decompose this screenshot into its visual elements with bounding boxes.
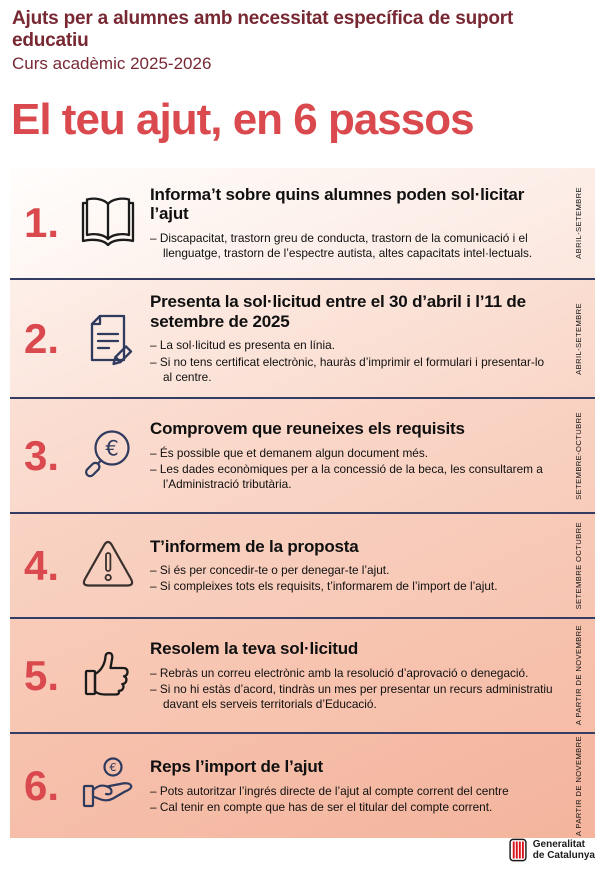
document-header: Ajuts per a alumnes amb necessitat espec… bbox=[12, 8, 517, 74]
logo-line-2: de Catalunya bbox=[532, 850, 595, 861]
timeline-label: A PARTIR DE NOVEMBRE bbox=[573, 625, 583, 726]
step-number: 2. bbox=[24, 314, 60, 362]
step-title: Informa’t sobre quins alumnes poden sol·… bbox=[150, 184, 525, 224]
step-row-6: 6. € Reps l’import de l’ajut – Pots auto… bbox=[10, 732, 595, 838]
step-row-4: 4. T’informem de la proposta – Si és per… bbox=[10, 512, 595, 617]
warning-triangle-icon bbox=[66, 534, 150, 598]
open-book-icon bbox=[66, 191, 150, 255]
generalitat-logo: Generalitat de Catalunya bbox=[509, 838, 595, 862]
main-title: El teu ajut, en 6 passos bbox=[11, 95, 475, 144]
step-bullet: – Si compleixes tots els requisits, t’in… bbox=[150, 579, 498, 594]
step-bullet: – La sol·licitud es presenta en línia. bbox=[150, 338, 335, 353]
hand-euro-icon: € bbox=[66, 754, 150, 818]
timeline-label: SETEMBRE-OCTUBRE bbox=[573, 411, 583, 500]
timeline-label: SETEMBRE OCTUBRE bbox=[573, 521, 583, 610]
timeline-column: SETEMBRE-OCTUBRE bbox=[561, 399, 595, 512]
step-text: Informa’t sobre quins alumnes poden sol·… bbox=[150, 185, 561, 261]
step-row-2: 2. Presenta la sol·licitud entre el 30 d… bbox=[10, 278, 595, 397]
step-number: 3. bbox=[24, 431, 60, 479]
logo-line-1: Generalitat bbox=[532, 838, 585, 850]
step-bullet: – Discapacitat, trastorn greu de conduct… bbox=[150, 230, 533, 261]
thumbs-up-icon bbox=[66, 644, 150, 708]
step-bullet: – Rebràs un correu electrònic amb la res… bbox=[150, 665, 529, 680]
step-bullet: – És possible que et demanem algun docum… bbox=[150, 445, 429, 460]
step-bullet: – Cal tenir en compte que has de ser el … bbox=[150, 799, 493, 814]
step-row-5: 5. Resolem la teva sol·licitud – Rebràs … bbox=[10, 617, 595, 732]
timeline-column: SETEMBRE OCTUBRE bbox=[561, 514, 595, 617]
step-text: Resolem la teva sol·licitud – Rebràs un … bbox=[150, 639, 561, 712]
step-title: T’informem de la proposta bbox=[150, 536, 359, 556]
step-bullet: – Les dades econòmiques per a la concess… bbox=[150, 461, 543, 491]
step-number: 4. bbox=[24, 541, 60, 589]
timeline-column: A PARTIR DE NOVEMBRE bbox=[561, 619, 595, 732]
timeline-label: A PARTIR DE NOVEMBRE bbox=[573, 735, 583, 837]
svg-text:€: € bbox=[110, 761, 117, 774]
magnifier-euro-icon: € bbox=[66, 424, 150, 488]
step-text: Presenta la sol·licitud entre el 30 d’ab… bbox=[150, 292, 561, 384]
step-number: 1. bbox=[24, 199, 60, 246]
document-pencil-icon bbox=[66, 307, 150, 371]
step-title: Resolem la teva sol·licitud bbox=[150, 639, 359, 659]
step-title: Comprovem que reuneixes els requisits bbox=[150, 419, 465, 439]
timeline-label: ABRIL-SETEMBRE bbox=[573, 187, 583, 259]
step-bullet: – Si no hi estàs d’acord, tindràs un mes… bbox=[150, 681, 553, 711]
step-row-3: 3. € Comprovem que reuneixes els requisi… bbox=[10, 397, 595, 512]
steps-list: 1. Informa’t sobre quins alumnes poden s… bbox=[10, 168, 595, 838]
senyera-shield-icon bbox=[509, 838, 527, 862]
step-bullet: – Pots autoritzar l’ingrés directe de l’… bbox=[150, 783, 509, 798]
academic-year-subtitle: Curs acadèmic 2025-2026 bbox=[12, 54, 212, 74]
step-title: Reps l’import de l’ajut bbox=[150, 757, 323, 777]
timeline-column: ABRIL-SETEMBRE bbox=[561, 168, 595, 278]
step-text: T’informem de la proposta – Si és per co… bbox=[150, 537, 561, 595]
step-number: 5. bbox=[24, 651, 60, 699]
step-text: Reps l’import de l’ajut – Pots autoritza… bbox=[150, 757, 561, 815]
timeline-column: ABRIL-SETEMBRE bbox=[561, 280, 595, 397]
step-number: 6. bbox=[24, 762, 60, 809]
timeline-label: ABRIL-SETEMBRE bbox=[573, 302, 583, 375]
timeline-column: A PARTIR DE NOVEMBRE bbox=[561, 734, 595, 838]
step-row-1: 1. Informa’t sobre quins alumnes poden s… bbox=[10, 168, 595, 278]
step-bullet: – Si és per concedir-te o per denegar-te… bbox=[150, 563, 390, 578]
step-text: Comprovem que reuneixes els requisits – … bbox=[150, 419, 561, 492]
document-title: Ajuts per a alumnes amb necessitat espec… bbox=[12, 8, 514, 52]
generalitat-logo-text: Generalitat de Catalunya bbox=[533, 839, 595, 862]
step-title: Presenta la sol·licitud entre el 30 d’ab… bbox=[150, 292, 526, 331]
svg-text:€: € bbox=[105, 436, 118, 460]
step-bullet: – Si no tens certificat electrònic, haur… bbox=[150, 354, 545, 384]
